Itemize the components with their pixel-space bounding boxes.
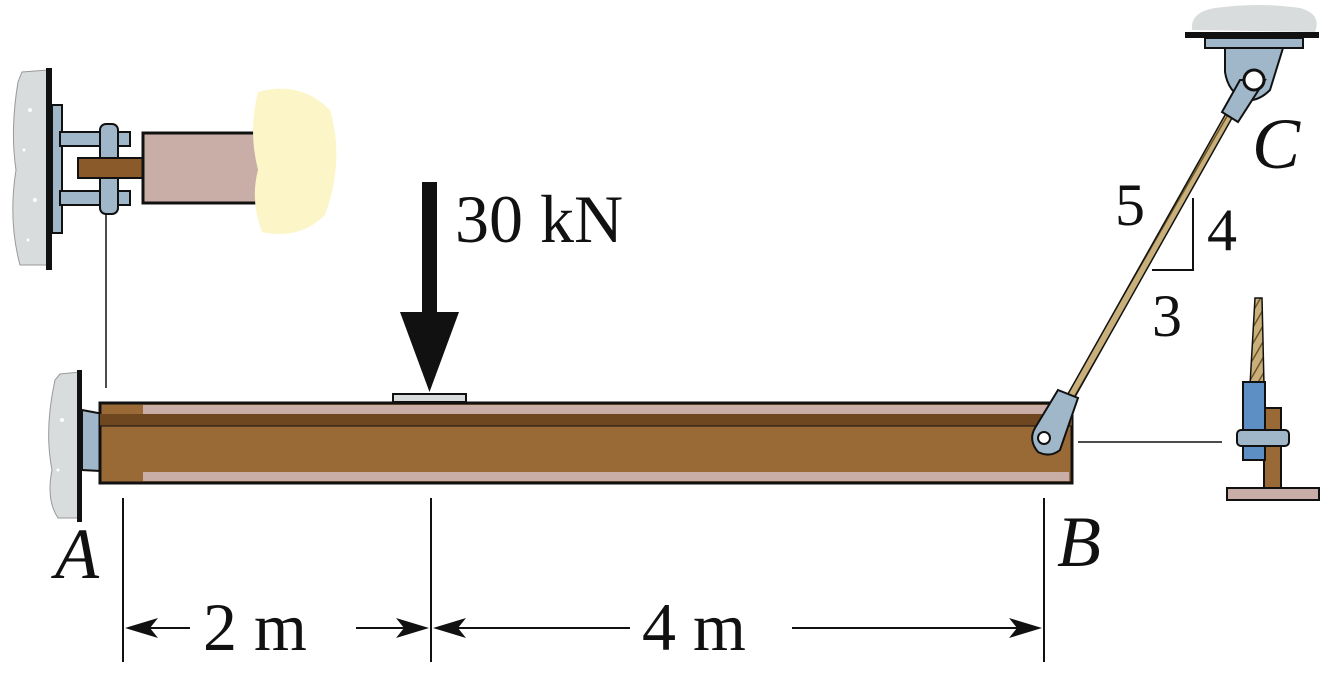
dim-left-label: 2 m: [203, 589, 307, 665]
cable-bracket-c-icon: [1185, 5, 1319, 124]
slope-run-label: 3: [1152, 283, 1182, 349]
slope-rise-label: 4: [1207, 197, 1237, 263]
dimension-arrowheads: [125, 618, 1042, 638]
point-b-label: B: [1057, 502, 1101, 582]
detail-cable-b-icon: [1226, 297, 1320, 501]
cable-bc: [1066, 102, 1239, 401]
slope-triangle: [1152, 198, 1194, 271]
slope-hyp-label: 5: [1115, 172, 1145, 238]
beam: [98, 393, 1074, 485]
point-c-label: C: [1252, 104, 1301, 184]
load-label: 30 kN: [455, 181, 623, 257]
dim-right-label: 4 m: [642, 589, 746, 665]
cable-end-b-icon: [1031, 388, 1080, 456]
load-arrow: [400, 182, 459, 392]
point-a-label: A: [51, 514, 100, 594]
detail-pin-a-icon: [12, 68, 337, 270]
